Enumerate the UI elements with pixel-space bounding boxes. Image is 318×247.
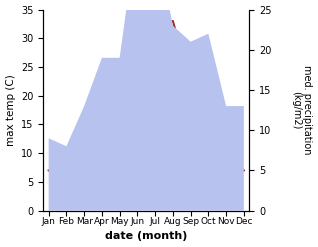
Y-axis label: max temp (C): max temp (C) xyxy=(5,74,16,146)
X-axis label: date (month): date (month) xyxy=(105,231,187,242)
Y-axis label: med. precipitation
(kg/m2): med. precipitation (kg/m2) xyxy=(291,65,313,155)
